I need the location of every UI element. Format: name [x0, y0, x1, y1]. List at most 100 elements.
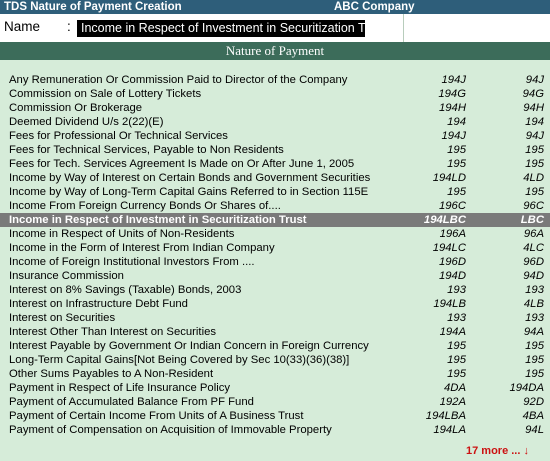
list-item-code: 96A — [523, 228, 544, 240]
name-bar-right-pane — [403, 14, 550, 42]
name-input[interactable]: Income in Respect of Investment in Secur… — [77, 20, 386, 37]
list-item[interactable]: Commission Or Brokerage 194H 94H — [0, 101, 550, 115]
list-item[interactable]: Any Remuneration Or Commission Paid to D… — [0, 73, 550, 87]
list-item[interactable]: Interest on Infrastructure Debt Fund 194L… — [0, 297, 550, 311]
company-name: ABC Company — [334, 1, 415, 13]
list-item[interactable]: Income From Foreign Currency Bonds Or Sh… — [0, 199, 550, 213]
list-rows: Any Remuneration Or Commission Paid to D… — [0, 73, 550, 437]
list-item-code: 193 — [525, 312, 544, 324]
list-item[interactable]: Commission on Sale of Lottery Tickets 194… — [0, 87, 550, 101]
list-item-section: 195 — [447, 158, 466, 170]
list-item[interactable]: Income in Respect of Units of Non-Reside… — [0, 227, 550, 241]
list-item[interactable]: Payment of Compensation on Acquisition o… — [0, 423, 550, 437]
list-item-section: 196C — [438, 200, 466, 212]
list-item-description: Any Remuneration Or Commission Paid to D… — [9, 74, 348, 86]
list-item[interactable]: Long-Term Capital Gains[Not Being Covere… — [0, 353, 550, 367]
list-item-section: 194H — [438, 102, 466, 114]
list-item-section: 194G — [438, 88, 466, 100]
nature-of-payment-list: Any Remuneration Or Commission Paid to D… — [0, 60, 550, 461]
list-item[interactable]: Fees for Technical Services, Payable to … — [0, 143, 550, 157]
list-item-description: Interest on Securities — [9, 312, 116, 324]
list-item-code: 94G — [522, 88, 544, 100]
list-item-code: 195 — [525, 186, 544, 198]
list-item-section: 195 — [447, 144, 466, 156]
list-item-section: 194LA — [433, 424, 466, 436]
list-item-section: 193 — [447, 312, 466, 324]
list-item[interactable]: Payment of Accumulated Balance From PF F… — [0, 395, 550, 409]
list-item[interactable]: Income by Way of Interest on Certain Bon… — [0, 171, 550, 185]
list-item-section: 194A — [439, 326, 466, 338]
list-item-code: 4LC — [523, 242, 544, 254]
list-item[interactable]: Other Sums Payables to A Non-Resident 195… — [0, 367, 550, 381]
list-item-description: Payment of Accumulated Balance From PF F… — [9, 396, 254, 408]
list-item-description: Income by Way of Interest on Certain Bon… — [9, 172, 371, 184]
list-item-section: 194J — [441, 74, 467, 86]
list-item-code: 94H — [523, 102, 544, 114]
name-field-bar: Name : Income in Respect of Investment i… — [0, 14, 550, 43]
list-item-code: 195 — [525, 144, 544, 156]
list-item-description: Fees for Tech. Services Agreement Is Mad… — [9, 158, 355, 170]
list-item-description: Income in Respect of Units of Non-Reside… — [9, 228, 235, 240]
list-item-section: 194 — [447, 116, 466, 128]
list-item[interactable]: Payment in Respect of Life Insurance Pol… — [0, 381, 550, 395]
list-item-description: Interest on Infrastructure Debt Fund — [9, 298, 188, 310]
list-item-section: 193 — [447, 284, 466, 296]
list-item-code: 92D — [523, 396, 544, 408]
list-item-code: 4LB — [523, 298, 544, 310]
list-item-section: 194LD — [432, 172, 466, 184]
list-item[interactable]: Interest on 8% Savings (Taxable) Bonds, … — [0, 283, 550, 297]
list-item-code: 96D — [523, 256, 544, 268]
list-item-code: 195 — [525, 340, 544, 352]
list-item-section: 195 — [447, 368, 466, 380]
list-item-description: Income of Foreign Institutional Investor… — [9, 256, 255, 268]
list-item[interactable]: Income of Foreign Institutional Investor… — [0, 255, 550, 269]
more-items-indicator[interactable]: 17 more ... ↓ — [466, 445, 529, 457]
list-item-description: Income in Respect of Investment in Secur… — [9, 214, 307, 226]
list-item[interactable]: Fees for Professional Or Technical Servi… — [0, 129, 550, 143]
list-item-description: Long-Term Capital Gains[Not Being Covere… — [9, 354, 350, 366]
list-item-section: 192A — [439, 396, 466, 408]
list-item-code: LBC — [520, 214, 544, 226]
list-item[interactable]: Deemed Dividend U/s 2(22)(E) 194 194 — [0, 115, 550, 129]
list-item-code: 94A — [523, 326, 544, 338]
list-item-description: Other Sums Payables to A Non-Resident — [9, 368, 214, 380]
list-item-code: 94L — [525, 424, 544, 436]
list-item-code: 195 — [525, 158, 544, 170]
list-item-code: 194 — [525, 116, 544, 128]
list-item-code: 195 — [525, 368, 544, 380]
list-item-code: 194DA — [509, 382, 544, 394]
list-item[interactable]: Income in the Form of Interest From Indi… — [0, 241, 550, 255]
list-item-code: 193 — [525, 284, 544, 296]
list-item-section: 194D — [438, 270, 466, 282]
list-item[interactable]: Income by Way of Long-Term Capital Gains… — [0, 185, 550, 199]
list-item-code: 4LD — [523, 172, 544, 184]
list-item-code: 94D — [523, 270, 544, 282]
name-colon: : — [67, 19, 71, 34]
title-bar: TDS Nature of Payment Creation ABC Compa… — [0, 0, 550, 14]
list-item-section: 194LBC — [423, 214, 466, 226]
list-item-description: Interest on 8% Savings (Taxable) Bonds, … — [9, 284, 242, 296]
list-item-description: Insurance Commission — [9, 270, 124, 282]
list-item[interactable]: Fees for Tech. Services Agreement Is Mad… — [0, 157, 550, 171]
list-item-section: 4DA — [444, 382, 466, 394]
list-item-code: 195 — [525, 354, 544, 366]
list-item-section: 195 — [447, 340, 466, 352]
list-item-description: Commission on Sale of Lottery Tickets — [9, 88, 202, 100]
list-item-section: 195 — [447, 354, 466, 366]
list-item[interactable]: Income in Respect of Investment in Secur… — [0, 213, 550, 227]
list-item[interactable]: Interest Payable by Government Or Indian… — [0, 339, 550, 353]
list-item-description: Fees for Professional Or Technical Servi… — [9, 130, 228, 142]
list-item-section: 196A — [439, 228, 466, 240]
list-item-description: Deemed Dividend U/s 2(22)(E) — [9, 116, 164, 128]
list-item[interactable]: Payment of Certain Income From Units of … — [0, 409, 550, 423]
list-item-section: 196D — [438, 256, 466, 268]
list-item-section: 194J — [441, 130, 467, 142]
list-item-section: 194LBA — [425, 410, 466, 422]
list-item[interactable]: Interest on Securities 193 193 — [0, 311, 550, 325]
list-item-section: 194LC — [432, 242, 466, 254]
window-title: TDS Nature of Payment Creation — [4, 1, 182, 13]
list-item[interactable]: Insurance Commission 194D 94D — [0, 269, 550, 283]
list-item-section: 194LB — [433, 298, 466, 310]
list-item-code: 96C — [523, 200, 544, 212]
list-item[interactable]: Interest Other Than Interest on Securiti… — [0, 325, 550, 339]
